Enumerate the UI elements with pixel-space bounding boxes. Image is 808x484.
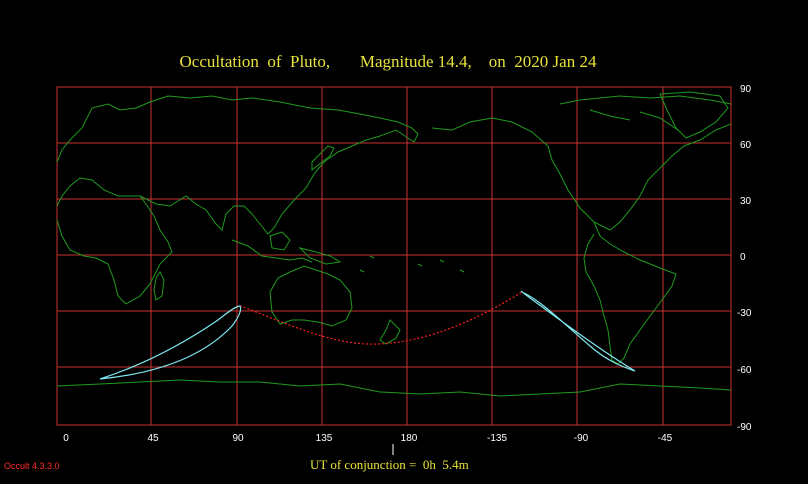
coastline-north-america <box>431 117 732 231</box>
coastline-south-america <box>583 221 677 365</box>
version-label: Occult 4.3.3.0 <box>4 461 60 471</box>
y-tick-label: -60 <box>737 365 752 376</box>
x-tick-label: -90 <box>574 433 589 444</box>
map-title: Occultation of Pluto, Magnitude 14.4, on… <box>179 52 597 71</box>
x-tick-label: 180 <box>401 433 418 444</box>
coastline-south-asia <box>139 129 415 235</box>
coastline-new-guinea <box>298 247 342 265</box>
coastline-africa <box>56 177 173 305</box>
x-tick-label: -135 <box>487 433 507 444</box>
y-tick-label: 90 <box>740 84 752 95</box>
y-tick-label: 60 <box>740 140 752 151</box>
coastline-north-america-arctic <box>559 95 732 131</box>
y-tick-label: 30 <box>740 196 752 207</box>
y-tick-label: -90 <box>737 422 752 433</box>
coastline-pacific-islands <box>359 255 465 273</box>
x-tick-label: 90 <box>232 433 244 444</box>
center-line <box>239 291 523 345</box>
y-tick-label: 0 <box>740 252 746 263</box>
coastline-madagascar <box>153 271 165 301</box>
y-tick-labels: 90 60 30 0 -30 -60 -90 <box>737 84 752 433</box>
map-frame <box>56 86 732 426</box>
path-limit-east <box>520 290 636 372</box>
path-limit-west <box>99 305 242 380</box>
coastline-new-zealand <box>379 319 401 345</box>
coastline-borneo <box>269 231 291 251</box>
x-tick-labels: 0 45 90 135 180 -135 -90 -45 <box>63 433 672 444</box>
y-tick-label: -30 <box>737 308 752 319</box>
coastlines <box>56 91 732 397</box>
coastline-eurasia-north <box>56 95 419 163</box>
coastline-greenland <box>659 91 729 139</box>
x-tick-label: 0 <box>63 433 69 444</box>
ut-conjunction-label: UT of conjunction = 0h 5.4m <box>310 457 469 472</box>
coastline-antarctica <box>56 379 732 397</box>
coastline-australia <box>269 265 353 327</box>
coastline-indonesia <box>231 239 313 263</box>
x-tick-label: -45 <box>658 433 673 444</box>
x-tick-label: 45 <box>147 433 159 444</box>
coastline-japan <box>311 145 335 172</box>
x-tick-label: 135 <box>316 433 333 444</box>
